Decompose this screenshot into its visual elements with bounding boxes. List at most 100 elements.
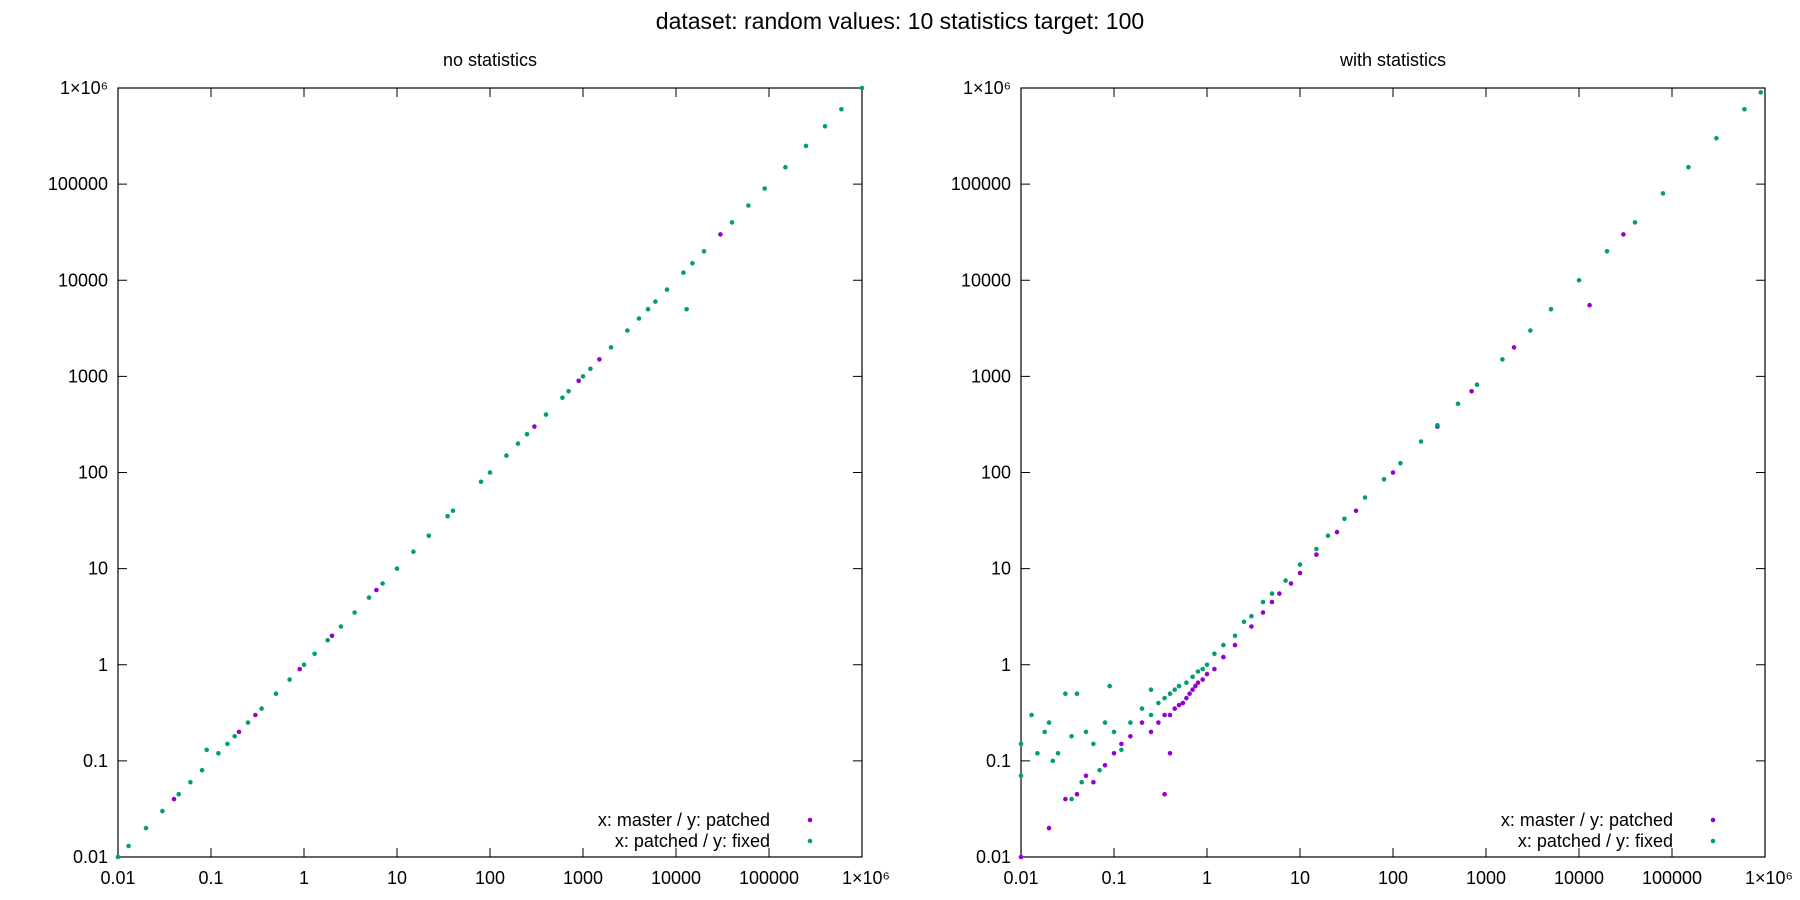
y-tick-label: 0.1	[986, 751, 1011, 771]
data-point	[1742, 107, 1747, 112]
data-point	[1548, 306, 1554, 312]
data-point	[859, 85, 865, 91]
data-point	[1074, 691, 1080, 696]
data-point	[1156, 720, 1161, 725]
data-point	[1097, 767, 1102, 773]
data-point	[1200, 666, 1205, 672]
x-tick-label: 10	[387, 868, 407, 888]
data-point	[1083, 773, 1089, 779]
legend-marker	[807, 817, 813, 823]
data-point	[1204, 671, 1210, 677]
data-point	[1435, 423, 1440, 428]
data-point	[608, 345, 614, 350]
x-tick-label: 1×10⁶	[1745, 868, 1793, 888]
data-point	[839, 107, 844, 112]
data-point	[543, 412, 549, 417]
data-point	[1128, 720, 1133, 725]
data-point	[560, 395, 565, 401]
legend-marker	[1710, 838, 1716, 844]
data-point	[1111, 751, 1117, 756]
data-point	[1455, 401, 1461, 407]
data-point	[1528, 328, 1533, 333]
data-point	[1686, 164, 1691, 170]
data-point	[1576, 278, 1582, 283]
data-point	[1018, 741, 1024, 747]
x-tick-label: 100	[475, 868, 505, 888]
data-point	[188, 779, 193, 785]
data-point	[1249, 624, 1254, 629]
data-point	[1190, 687, 1195, 692]
legend-label: x: patched / y: fixed	[615, 831, 770, 851]
data-point	[1069, 734, 1074, 739]
x-tick-label: 0.01	[100, 868, 135, 888]
data-point	[1119, 747, 1124, 753]
data-point	[1193, 683, 1198, 689]
data-point	[176, 791, 181, 797]
data-point	[445, 514, 450, 519]
data-point	[1500, 357, 1505, 362]
y-tick-label: 0.01	[976, 847, 1011, 867]
data-point	[1269, 591, 1275, 596]
data-point	[701, 249, 707, 254]
data-point	[143, 825, 149, 831]
panel-title: with statistics	[1339, 50, 1446, 70]
data-point	[1474, 382, 1480, 388]
data-point	[718, 232, 723, 237]
data-point	[504, 453, 509, 458]
data-point	[1074, 791, 1080, 797]
panel-title: no statistics	[443, 50, 537, 70]
data-point	[374, 587, 379, 593]
data-point	[259, 706, 264, 711]
data-point	[1621, 232, 1626, 237]
data-point	[1604, 249, 1610, 254]
data-point	[1418, 439, 1424, 444]
x-tick-label: 0.01	[1003, 868, 1038, 888]
data-point	[1083, 729, 1089, 735]
data-point	[636, 316, 642, 321]
data-point	[1102, 720, 1108, 725]
data-point	[478, 479, 484, 485]
data-point	[1362, 495, 1368, 500]
data-point	[576, 378, 581, 384]
series-patched-fixed	[115, 85, 865, 860]
data-point	[1091, 779, 1096, 785]
data-point	[204, 747, 209, 753]
data-point	[301, 662, 307, 668]
data-point	[1469, 389, 1474, 394]
data-point	[1195, 680, 1201, 685]
data-point	[1283, 578, 1288, 583]
y-tick-label: 1000	[971, 366, 1011, 386]
y-tick-label: 0.1	[83, 751, 108, 771]
data-point	[1221, 642, 1226, 648]
x-tick-label: 10000	[651, 868, 701, 888]
data-point	[625, 328, 630, 333]
legend-marker	[807, 838, 813, 844]
data-point	[690, 261, 695, 266]
data-point	[1046, 720, 1052, 725]
data-point	[199, 767, 205, 773]
data-point	[1390, 470, 1396, 475]
x-tick-label: 10	[1290, 868, 1310, 888]
data-point	[1167, 751, 1173, 756]
data-point	[1063, 796, 1068, 802]
data-point	[1050, 758, 1056, 764]
data-point	[1139, 706, 1145, 711]
data-point	[366, 595, 372, 600]
data-point	[1587, 302, 1592, 308]
data-point	[762, 186, 767, 191]
series-master-patched	[1018, 232, 1626, 860]
legend-marker	[1710, 817, 1716, 823]
data-point	[1342, 516, 1347, 522]
data-point	[664, 287, 670, 292]
data-point	[411, 549, 416, 554]
data-point	[1018, 854, 1024, 860]
data-point	[653, 299, 658, 304]
y-tick-label: 10	[88, 559, 108, 579]
series-master-patched	[171, 232, 723, 802]
data-point	[312, 651, 317, 657]
data-point	[1148, 687, 1154, 692]
data-point	[1119, 741, 1124, 747]
